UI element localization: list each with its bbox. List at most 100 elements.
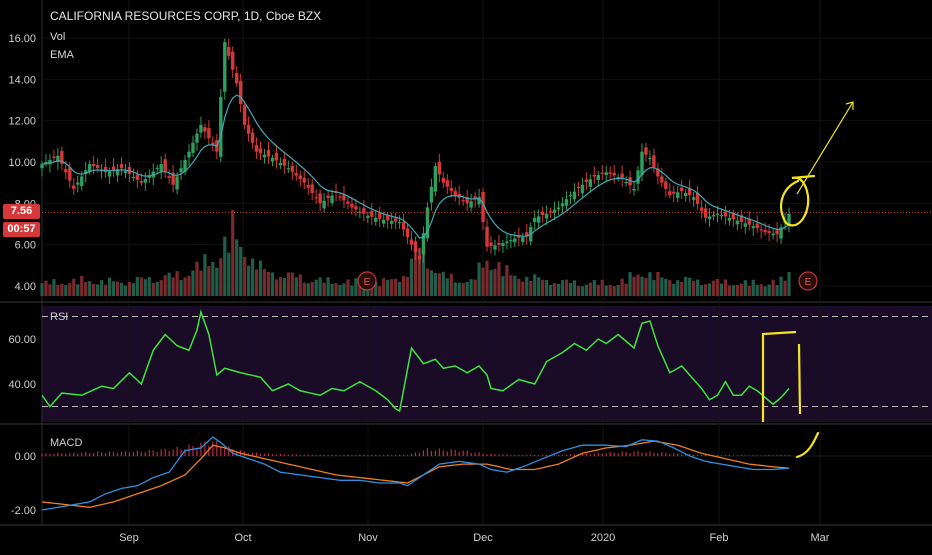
candle-body: [588, 179, 593, 187]
candle-body: [521, 237, 525, 243]
volume-bar: [72, 278, 76, 296]
candle-body: [111, 166, 116, 171]
volume-bar: [417, 247, 422, 296]
volume-bar: [258, 260, 263, 296]
volume-bar: [80, 275, 84, 296]
candle-body: [501, 243, 505, 246]
candle-body: [52, 156, 56, 158]
price-y-tick: 10.00: [8, 157, 36, 169]
candle-body: [421, 233, 426, 255]
volume-bar: [179, 279, 183, 296]
candle-body: [87, 164, 92, 172]
candle-body: [719, 215, 724, 217]
volume-bar: [211, 261, 215, 296]
volume-bar: [775, 284, 779, 296]
volume-bar: [354, 278, 358, 296]
candle-body: [497, 242, 501, 245]
volume-bar: [274, 279, 279, 296]
volume-bar: [219, 258, 223, 296]
candle-body: [155, 167, 159, 169]
volume-bar: [382, 278, 386, 296]
candle-body: [596, 175, 600, 180]
volume-bar: [103, 284, 108, 296]
volume-bar: [656, 272, 660, 296]
volume-bar: [84, 282, 88, 296]
volume-bar: [783, 280, 787, 296]
candle-body: [453, 190, 457, 196]
volume-bar: [123, 285, 128, 296]
macd-line: [41, 436, 790, 511]
volume-bar: [374, 282, 378, 296]
volume-bar: [290, 272, 294, 296]
candle-body: [310, 184, 314, 193]
candle-body: [676, 192, 680, 198]
volume-bar: [727, 285, 731, 296]
volume-bar: [314, 279, 318, 296]
volume-bar: [398, 281, 402, 296]
volume-bar: [266, 271, 271, 296]
price-y-tick: 12.00: [8, 116, 36, 128]
macd-y-tick: -2.00: [11, 505, 36, 517]
candle-body: [207, 128, 211, 139]
volume-bar: [405, 277, 410, 296]
candle-body: [699, 207, 704, 211]
volume-bar: [56, 284, 60, 296]
candle-body: [242, 105, 247, 125]
candle-body: [465, 197, 469, 204]
volume-bar: [107, 277, 112, 296]
price-y-tick: 6.00: [15, 240, 36, 252]
candle-body: [787, 213, 791, 226]
volume-bar: [445, 278, 449, 296]
volume-bar: [692, 280, 696, 296]
candle-body: [616, 176, 620, 179]
candle-body: [409, 239, 414, 245]
volume-bar: [759, 284, 763, 296]
candle-body: [533, 217, 537, 222]
candle-body: [99, 170, 104, 172]
volume-bar: [40, 283, 44, 296]
volume-bar: [441, 271, 445, 296]
volume-bar: [545, 280, 549, 296]
volume-bar: [688, 277, 692, 296]
volume-bar: [191, 270, 195, 296]
volume-bar: [461, 283, 465, 296]
candle-body: [119, 164, 124, 169]
volume-bar: [707, 283, 712, 296]
candle-body: [282, 158, 287, 166]
volume-bar: [342, 283, 346, 296]
volume-bar: [560, 280, 565, 296]
candle-body: [469, 201, 473, 208]
candle-body: [397, 221, 402, 224]
candle-body: [246, 124, 251, 134]
volume-bar: [699, 285, 704, 296]
candle-body: [68, 167, 72, 181]
candle-body: [572, 191, 577, 200]
candle-body: [656, 168, 660, 177]
price-y-tick: 16.00: [8, 33, 36, 45]
candle-body: [278, 163, 283, 166]
volume-bar: [723, 279, 728, 296]
volume-bar: [680, 282, 684, 296]
volume-bar: [668, 280, 672, 296]
candle-body: [747, 219, 751, 225]
candle-body: [660, 176, 664, 183]
volume-bar: [262, 269, 267, 296]
volume-bar: [390, 279, 394, 296]
candle-body: [441, 177, 446, 183]
volume-bar: [473, 279, 477, 296]
volume-bar: [235, 239, 239, 296]
volume-bar: [310, 281, 314, 296]
volume-bar: [787, 272, 791, 296]
candle-body: [95, 164, 100, 169]
macd-signal-line: [41, 440, 790, 508]
candle-body: [540, 212, 545, 216]
candle-body: [425, 207, 430, 239]
candle-body: [40, 164, 44, 169]
candle-body: [687, 187, 692, 196]
volume-bar: [306, 283, 310, 296]
candle-body: [604, 172, 608, 175]
candle-body: [306, 185, 310, 188]
candle-body: [393, 218, 398, 222]
